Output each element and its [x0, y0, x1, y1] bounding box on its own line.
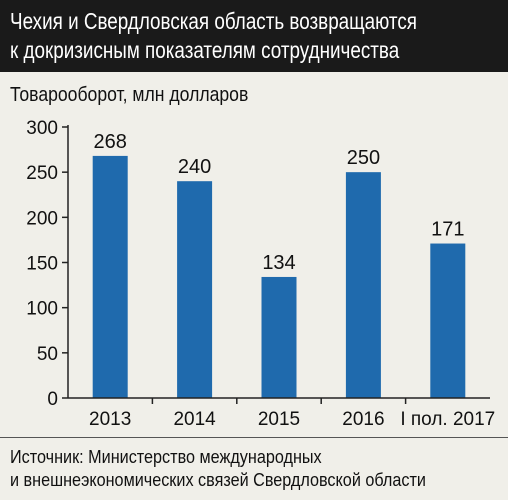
footer-divider [0, 437, 508, 438]
chart-header: Чехия и Свердловская область возвращаютс… [0, 0, 508, 72]
y-tick-label: 250 [26, 163, 58, 184]
y-tick-label: 150 [26, 254, 58, 275]
x-category-label: I пол. 2017 [400, 409, 495, 430]
chart-source: Источник: Министерство международных и в… [10, 446, 472, 492]
source-line1: Источник: Министерство международных [10, 447, 322, 467]
bar-0 [92, 155, 128, 398]
bar-value-label: 250 [347, 147, 380, 169]
bar-value-label: 171 [431, 219, 464, 241]
bar-value-label: 134 [262, 252, 295, 274]
x-category-label: 2015 [258, 409, 300, 430]
bar-value-label: 268 [94, 131, 127, 153]
source-line2: и внешнеэкономических связей Свердловско… [10, 470, 426, 490]
x-category-label: 2016 [342, 409, 384, 430]
bar-value-label: 240 [178, 156, 211, 178]
bars: 268 240 134 250 171 [92, 131, 466, 398]
y-tick-label: 50 [37, 344, 58, 365]
bar-2 [261, 276, 297, 398]
y-axis-title: Товарооборот, млн долларов [10, 84, 249, 106]
chart-title-line1: Чехия и Свердловская область возвращаютс… [10, 8, 417, 34]
y-axis: 0 50 100 150 200 250 300 [26, 118, 68, 410]
bar-3 [345, 172, 381, 398]
y-tick-label: 100 [26, 299, 58, 320]
bar-1 [177, 181, 213, 398]
y-tick-label: 200 [26, 208, 58, 229]
x-category-label: 2013 [89, 409, 131, 430]
chart-title-line2: к докризисным показателям сотрудничества [10, 37, 400, 63]
x-axis: 2013 2014 2015 2016 I пол. 2017 [89, 398, 495, 430]
y-tick-label: 0 [47, 389, 58, 410]
y-tick-label: 300 [26, 118, 58, 139]
x-category-label: 2014 [173, 409, 216, 430]
bar-4 [430, 243, 466, 398]
